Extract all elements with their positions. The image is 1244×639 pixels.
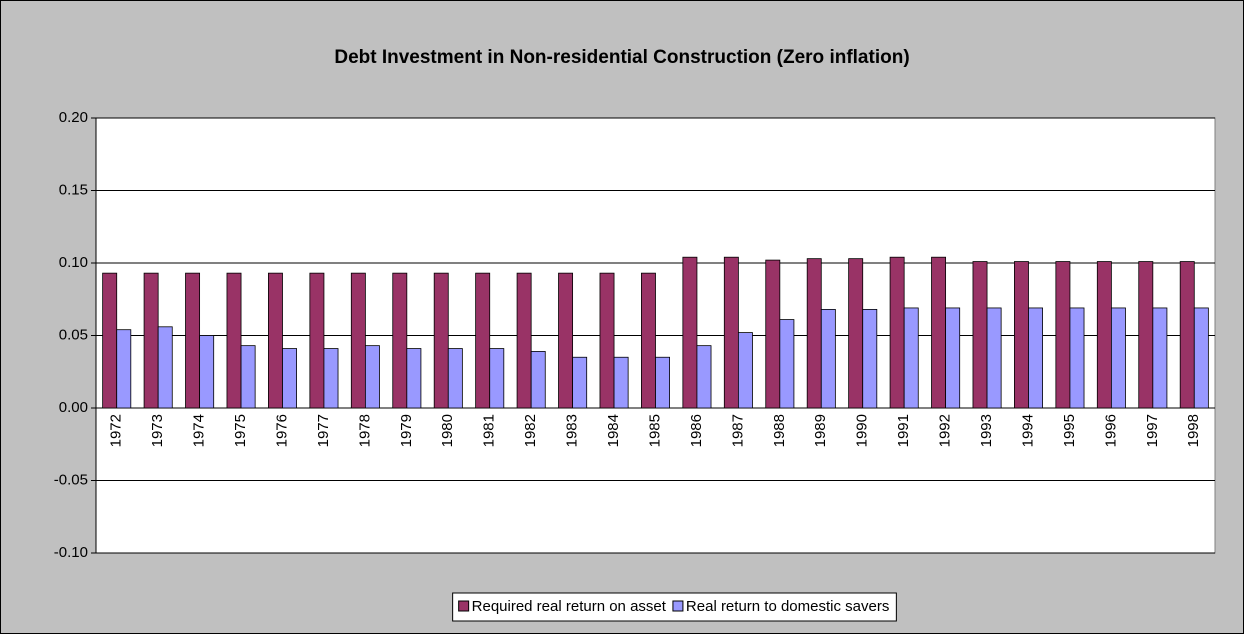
bar [889,256,905,409]
y-tick-label: 0.15 [59,181,88,198]
bar [599,272,615,409]
bar [779,319,795,409]
x-tick-label: 1974 [191,414,208,447]
bar [406,348,422,409]
x-tick-label: 1996 [1102,414,1119,447]
x-tick-label: 1984 [605,414,622,447]
chart-title: Debt Investment in Non-residential Const… [334,47,909,68]
bar [1193,307,1209,409]
bar [862,308,878,409]
bar [240,345,256,409]
bar [489,348,505,409]
x-tick-label: 1987 [729,414,746,447]
x-tick-label: 1991 [895,414,912,447]
y-tick-label: 0.00 [59,399,88,416]
x-tick-label: 1986 [688,414,705,447]
bar [185,272,201,409]
bar [820,308,836,409]
x-tick-label: 1975 [232,414,249,447]
x-tick-label: 1982 [522,414,539,447]
y-tick-label: 0.05 [59,326,88,343]
legend-swatch [672,600,684,612]
x-tick-label: 1989 [812,414,829,447]
bar [572,356,588,409]
bar [323,348,339,409]
bar [116,329,132,409]
x-tick-label: 1973 [149,414,166,447]
bar [516,272,532,409]
bar [806,258,822,409]
x-tick-label: 1994 [1019,414,1036,447]
x-tick-label: 1988 [771,414,788,447]
bar [350,272,366,409]
x-tick-label: 1985 [646,414,663,447]
bar [1110,307,1126,409]
y-tick-label: -0.10 [54,544,88,561]
legend-label: Real return to domestic savers [686,598,889,615]
x-tick-label: 1990 [854,414,871,447]
bar [682,256,698,409]
bar [655,356,670,409]
legend-label: Required real return on asset [472,598,667,615]
bar [1055,261,1071,409]
x-tick-label: 1983 [564,414,581,447]
bar [268,272,283,409]
x-tick-label: 1992 [937,414,954,447]
bar [143,272,159,409]
bar [972,261,988,409]
bar [613,356,629,409]
bar [1152,307,1168,409]
x-tick-label: 1981 [481,414,498,447]
bar [1096,261,1112,409]
y-tick-label: 0.10 [59,254,88,271]
bar [102,272,118,409]
bar [931,256,947,409]
y-tick-label: 0.20 [59,109,88,126]
bar [558,272,574,409]
bar [433,272,449,409]
bar [364,345,380,409]
bar [765,259,781,409]
x-tick-label: 1998 [1185,414,1202,447]
bar [199,335,215,409]
bar [1069,307,1085,409]
x-tick-label: 1976 [273,414,290,447]
bar [945,307,961,409]
x-tick-label: 1997 [1144,414,1161,447]
x-tick-label: 1977 [315,414,332,447]
legend-swatch [458,600,470,612]
bar [986,307,1002,409]
x-tick-label: 1979 [398,414,415,447]
bar [447,348,463,409]
x-tick-label: 1980 [439,414,456,447]
bar [392,272,408,409]
bar [282,348,297,409]
bar [723,256,739,409]
bar [903,307,919,409]
bar [157,326,173,409]
legend: Required real return on asset Real return… [452,592,897,622]
bar [1014,261,1029,409]
bar [530,351,546,409]
x-tick-label: 1993 [978,414,995,447]
bar [1138,261,1154,409]
bar [696,345,712,409]
bar [1028,307,1043,409]
x-tick-label: 1978 [356,414,373,447]
x-tick-label: 1972 [108,414,125,447]
bar [226,272,242,409]
bar [309,272,325,409]
bar [737,332,753,409]
y-tick-label: -0.05 [54,471,88,488]
bar [475,272,491,409]
x-tick-label: 1995 [1061,414,1078,447]
bar [848,258,864,409]
bar [641,272,656,409]
bar [1179,261,1195,409]
